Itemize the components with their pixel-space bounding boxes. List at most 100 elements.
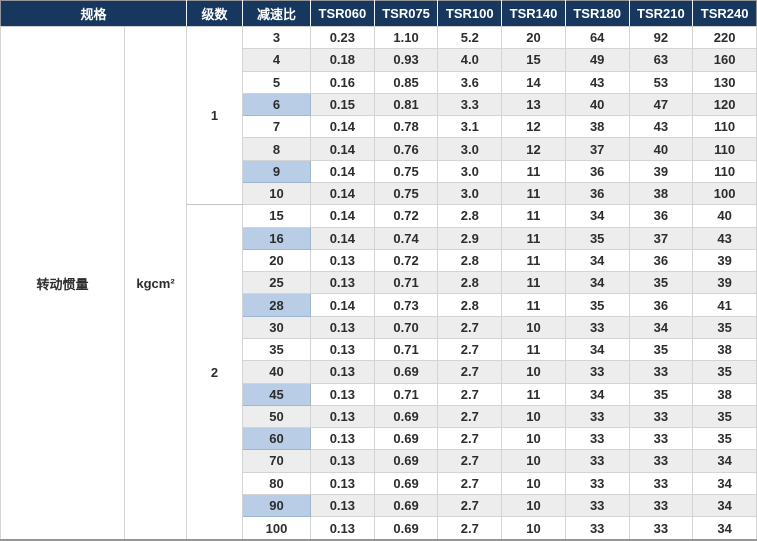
value-cell-TSR210: 33 [628, 516, 694, 541]
value-cell-TSR075: 0.78 [373, 115, 439, 139]
ratio-cell: 30 [242, 315, 312, 339]
value-cell-TSR100: 3.1 [437, 115, 503, 139]
value-cell-TSR060: 0.13 [310, 404, 375, 429]
table-row: 20 0.13 0.72 2.8 11 34 36 39 [1, 248, 757, 273]
value-cell-TSR240: 38 [692, 382, 757, 406]
value-cell-TSR140: 10 [501, 404, 566, 429]
value-cell-TSR075: 0.69 [373, 427, 439, 451]
value-cell-TSR060: 0.13 [310, 337, 375, 362]
value-cell-TSR140: 15 [501, 48, 566, 72]
value-cell-TSR060: 0.15 [310, 92, 375, 117]
value-cell-TSR060: 0.13 [310, 248, 375, 273]
value-cell-TSR180: 49 [564, 48, 630, 72]
value-cell-TSR140: 10 [501, 360, 566, 384]
ratio-cell: 8 [242, 137, 312, 161]
value-cell-TSR240: 110 [692, 115, 757, 139]
ratio-cell: 20 [242, 248, 312, 273]
ratio-cell: 50 [242, 404, 312, 429]
header-ratio: 减速比 [242, 0, 312, 27]
ratio-cell: 25 [242, 271, 312, 295]
value-cell-TSR060: 0.14 [310, 204, 375, 228]
value-cell-TSR075: 0.74 [373, 226, 439, 250]
ratio-cell: 100 [242, 516, 312, 541]
value-cell-TSR100: 2.8 [437, 293, 503, 317]
ratio-cell: 28 [242, 293, 312, 317]
value-cell-TSR060: 0.14 [310, 293, 375, 317]
header-model-TSR060: TSR060 [310, 0, 375, 27]
value-cell-TSR060: 0.14 [310, 226, 375, 250]
value-cell-TSR060: 0.13 [310, 471, 375, 495]
header-stages: 级数 [186, 0, 244, 27]
value-cell-TSR075: 0.75 [373, 159, 439, 183]
value-cell-TSR140: 14 [501, 70, 566, 94]
value-cell-TSR075: 0.71 [373, 337, 439, 362]
table-row: 30 0.13 0.70 2.7 10 33 34 35 [1, 315, 757, 339]
value-cell-TSR100: 2.7 [437, 493, 503, 518]
ratio-cell: 15 [242, 204, 312, 228]
ratio-cell: 7 [242, 115, 312, 139]
value-cell-TSR100: 2.7 [437, 516, 503, 541]
header-model-TSR140: TSR140 [501, 0, 566, 27]
value-cell-TSR180: 64 [564, 25, 630, 50]
table-header: 规格 级数 减速比 TSR060 TSR075 TSR100 TSR140 TSR180… [0, 0, 757, 27]
value-cell-TSR180: 34 [564, 337, 630, 362]
value-cell-TSR240: 35 [692, 427, 757, 451]
value-cell-TSR100: 2.7 [437, 427, 503, 451]
value-cell-TSR100: 3.0 [437, 137, 503, 161]
value-cell-TSR140: 10 [501, 449, 566, 473]
ratio-cell: 70 [242, 449, 312, 473]
value-cell-TSR210: 33 [628, 427, 694, 451]
value-cell-TSR210: 63 [628, 48, 694, 72]
value-cell-TSR060: 0.14 [310, 137, 375, 161]
ratio-cell: 35 [242, 337, 312, 362]
table-row: 25 0.13 0.71 2.8 11 34 35 39 [1, 271, 757, 295]
header-row: 规格 级数 减速比 TSR060 TSR075 TSR100 TSR140 TSR180… [0, 0, 757, 27]
value-cell-TSR060: 0.13 [310, 382, 375, 406]
value-cell-TSR180: 43 [564, 70, 630, 94]
value-cell-TSR180: 33 [564, 315, 630, 339]
value-cell-TSR180: 33 [564, 471, 630, 495]
value-cell-TSR075: 0.69 [373, 471, 439, 495]
table-row: 90 0.13 0.69 2.7 10 33 33 34 [1, 493, 757, 518]
table-row: 10 0.14 0.75 3.0 11 36 38 100 [1, 181, 757, 206]
table-row: 转动惯量 kgcm² 1 3 0.23 1.10 5.2 20 64 92 220 [0, 25, 757, 541]
value-cell-TSR100: 4.0 [437, 48, 503, 72]
value-cell-TSR060: 0.16 [310, 70, 375, 94]
value-cell-TSR100: 2.7 [437, 471, 503, 495]
value-cell-TSR210: 47 [628, 92, 694, 117]
header-model-TSR240: TSR240 [692, 0, 757, 27]
value-cell-TSR240: 39 [692, 271, 757, 295]
value-cell-TSR210: 33 [628, 493, 694, 518]
value-cell-TSR180: 33 [564, 360, 630, 384]
value-cell-TSR140: 11 [501, 337, 566, 362]
value-cell-TSR240: 130 [692, 70, 757, 94]
value-cell-TSR140: 11 [501, 159, 566, 183]
value-cell-TSR180: 34 [564, 382, 630, 406]
value-cell-TSR180: 35 [564, 293, 630, 317]
table-row: 28 0.14 0.73 2.8 11 35 36 41 [1, 293, 757, 317]
value-cell-TSR210: 35 [628, 271, 694, 295]
value-cell-TSR075: 0.81 [373, 92, 439, 117]
table-row: 8 0.14 0.76 3.0 12 37 40 110 [1, 137, 757, 161]
value-cell-TSR210: 43 [628, 115, 694, 139]
value-cell-TSR060: 0.13 [310, 315, 375, 339]
value-cell-TSR060: 0.14 [310, 115, 375, 139]
value-cell-TSR180: 33 [564, 404, 630, 429]
stage-group-cell: 1 [186, 25, 244, 206]
value-cell-TSR210: 40 [628, 137, 694, 161]
value-cell-TSR100: 3.6 [437, 70, 503, 94]
value-cell-TSR210: 38 [628, 181, 694, 206]
value-cell-TSR075: 0.76 [373, 137, 439, 161]
value-cell-TSR240: 120 [692, 92, 757, 117]
value-cell-TSR100: 2.8 [437, 271, 503, 295]
table-row: 9 0.14 0.75 3.0 11 36 39 110 [1, 159, 757, 183]
ratio-cell: 80 [242, 471, 312, 495]
value-cell-TSR075: 0.69 [373, 449, 439, 473]
value-cell-TSR180: 34 [564, 248, 630, 273]
value-cell-TSR210: 36 [628, 248, 694, 273]
value-cell-TSR240: 34 [692, 471, 757, 495]
value-cell-TSR140: 20 [501, 25, 566, 50]
value-cell-TSR060: 0.23 [310, 25, 375, 50]
value-cell-TSR240: 35 [692, 404, 757, 429]
